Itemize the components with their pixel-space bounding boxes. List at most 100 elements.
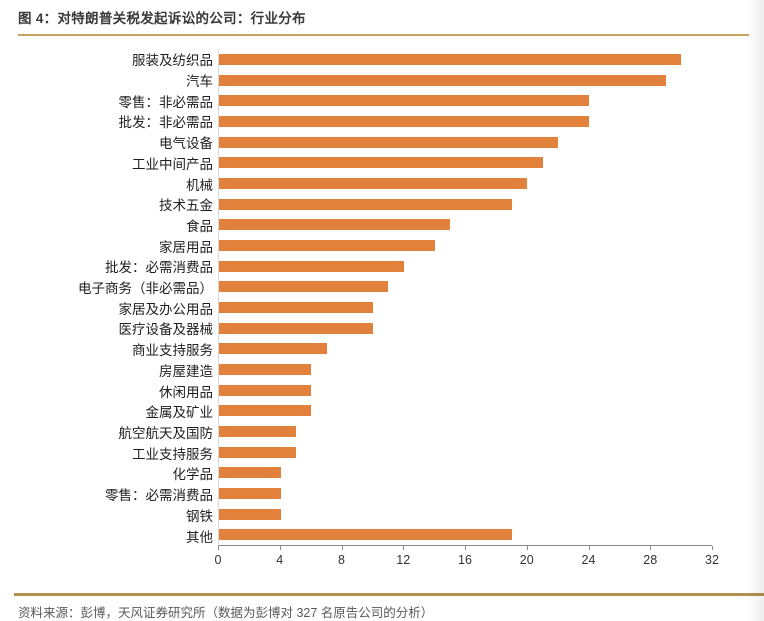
bar — [219, 363, 312, 375]
bar-row — [219, 49, 712, 70]
bar — [219, 425, 297, 437]
bar — [219, 322, 374, 334]
x-tick-mark — [341, 546, 343, 550]
category-label: 电气设备 — [159, 136, 213, 152]
bar — [219, 529, 512, 541]
bars-container — [218, 49, 712, 546]
category-label: 航空航天及国防 — [118, 426, 214, 441]
bar — [219, 487, 281, 499]
bar — [219, 281, 389, 293]
category-label: 服装及纺织品 — [132, 53, 213, 69]
bar-row — [219, 380, 712, 401]
bar-row — [219, 524, 712, 545]
category-label: 工业中间产品 — [132, 156, 213, 172]
category-label: 医疗设备及器械 — [118, 322, 214, 338]
bar — [219, 508, 281, 520]
bar — [219, 95, 589, 107]
category-label: 食品 — [186, 218, 213, 234]
x-tick-label: 4 — [276, 553, 284, 567]
category-label: 休闲用品 — [159, 384, 213, 400]
category-label: 其他 — [186, 529, 213, 545]
bar-row — [219, 338, 712, 359]
bar — [219, 260, 404, 272]
x-tick-mark — [218, 546, 219, 550]
bar — [219, 177, 528, 189]
category-label: 商业支持服务 — [132, 343, 213, 359]
figure-footer: 资料来源：彭博，天风证券研究所（数据为彭博对 327 名原告公司的分析） — [0, 593, 764, 621]
bar — [219, 405, 312, 417]
x-tick-label: 8 — [338, 553, 345, 567]
bar-row — [219, 214, 712, 235]
x-axis-ticks — [218, 546, 713, 551]
bar-row — [219, 276, 712, 297]
x-tick-mark — [465, 546, 466, 550]
x-axis-tick-labels: 0 4 8 12 16 20 24 28 32 — [214, 553, 719, 571]
bar-row — [219, 194, 712, 215]
category-label: 家居用品 — [159, 239, 213, 255]
bar-row — [219, 132, 712, 153]
category-label: 电子商务（非必需品） — [78, 281, 213, 297]
source-note: 资料来源：彭博，天风证券研究所（数据为彭博对 327 名原告公司的分析） — [18, 606, 434, 620]
bar — [219, 198, 512, 210]
bar-row — [219, 421, 712, 442]
bar — [219, 239, 435, 251]
title-divider — [18, 34, 749, 36]
bar-row — [219, 462, 712, 483]
bar-row — [219, 442, 712, 463]
x-tick-label: 12 — [396, 553, 411, 567]
category-label: 钢铁 — [186, 508, 213, 524]
bar — [219, 157, 543, 169]
x-tick-label: 20 — [519, 553, 534, 567]
category-label: 房屋建造 — [159, 363, 213, 379]
bar-chart: 服装及纺织品汽车零售：非必需品 批发：非必需品电气设备工业中间产品机械技术五金食品… — [14, 49, 764, 571]
bar-row — [219, 111, 712, 132]
bar — [219, 74, 666, 86]
category-label: 工业支持服务 — [132, 446, 213, 462]
category-label: 零售：非必需品 — [118, 94, 214, 110]
bar-row — [219, 152, 712, 173]
bar — [219, 301, 374, 313]
bar — [219, 219, 451, 231]
bar-row — [219, 235, 712, 256]
x-tick-label: 24 — [581, 553, 596, 567]
bar — [219, 136, 558, 148]
plot-area: 0 4 8 12 16 20 24 28 32 — [214, 49, 719, 571]
category-label: 技术五金 — [159, 198, 213, 214]
x-tick-label: 16 — [458, 553, 472, 567]
figure-title: 图 4：对特朗普关税发起诉讼的公司：行业分布 — [18, 11, 306, 26]
bar-row — [219, 504, 712, 525]
x-tick-label: 0 — [214, 553, 222, 567]
category-label: 零售：必需消费品 — [105, 488, 213, 504]
bar-row — [219, 173, 712, 194]
bar — [219, 53, 682, 65]
bar-row — [219, 90, 712, 111]
bar-row — [219, 70, 712, 91]
figure-header: 图 4：对特朗普关税发起诉讼的公司：行业分布 — [0, 0, 764, 29]
bar-row — [219, 400, 712, 421]
x-tick-mark — [650, 546, 652, 550]
bar — [219, 343, 327, 355]
bar — [219, 467, 281, 479]
bar — [219, 115, 589, 127]
footer-divider — [14, 593, 764, 596]
x-tick-mark — [712, 546, 713, 550]
bar-row — [219, 256, 712, 277]
bar — [219, 446, 297, 458]
x-tick-mark — [279, 546, 281, 550]
x-tick-mark — [526, 546, 528, 550]
category-label: 批发：必需消费品 — [105, 260, 213, 276]
category-label: 家居及办公用品 — [118, 301, 214, 317]
category-label: 机械 — [186, 177, 213, 193]
x-tick-mark — [403, 546, 405, 550]
bar-row — [219, 297, 712, 318]
category-label: 金属及矿业 — [145, 405, 214, 421]
category-label: 批发：非必需品 — [118, 115, 214, 131]
category-label: 化学品 — [172, 467, 214, 483]
bar-row — [219, 359, 712, 380]
x-tick-label: 32 — [705, 553, 719, 567]
category-axis-labels: 服装及纺织品汽车零售：非必需品 批发：非必需品电气设备工业中间产品机械技术五金食品… — [14, 49, 218, 546]
x-tick-mark — [588, 546, 590, 550]
bar-row — [219, 318, 712, 339]
category-label: 汽车 — [186, 74, 213, 90]
